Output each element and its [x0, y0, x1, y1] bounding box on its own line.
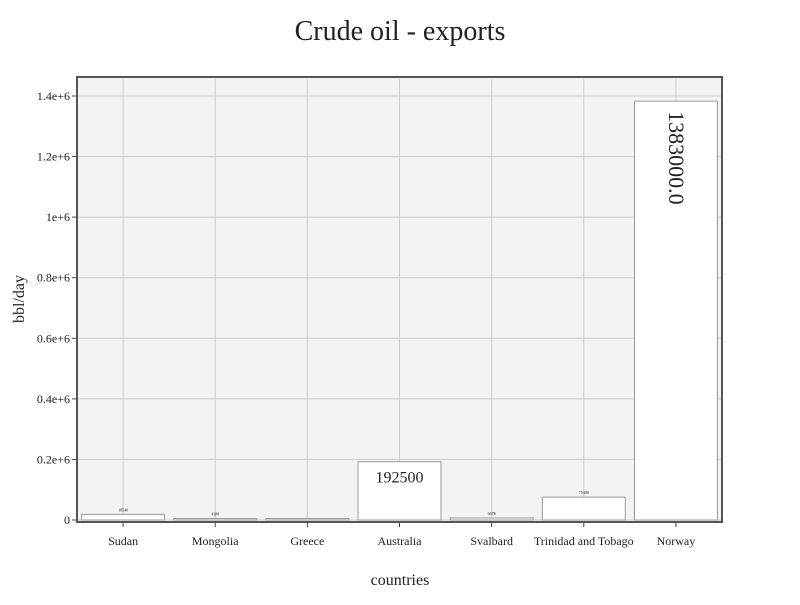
data-label: 18540	[118, 507, 128, 512]
y-tick-label: 0.6e+6	[37, 331, 70, 345]
bar-greece	[265, 518, 350, 521]
y-tick-label: 0	[64, 513, 70, 527]
bar-australia	[357, 461, 442, 521]
y-axis: 0 0.2e+6 0.4e+6 0.6e+6 0.8e+6 1e+6 1.2e+6 1.4e+…	[37, 89, 77, 527]
bars-layer	[81, 100, 718, 521]
y-tick-label: 1e+6	[46, 210, 70, 224]
x-axis: Sudan Mongolia Greece Australia Svalbard Trin…	[108, 522, 695, 548]
bar-trinidad-and-tobago	[541, 496, 626, 521]
x-tick-label: Mongolia	[192, 534, 239, 548]
y-tick-label: 1.4e+6	[37, 89, 70, 103]
x-tick-label: Greece	[290, 534, 324, 548]
data-label: 6678	[488, 511, 496, 516]
x-tick-label: Trinidad and Tobago	[534, 534, 634, 548]
chart-title: Crude oil - exports	[295, 16, 506, 47]
x-axis-label: countries	[371, 572, 430, 589]
data-label: 1383000.0	[664, 111, 689, 205]
y-tick-label: 0.2e+6	[37, 452, 70, 466]
data-label: 75400	[579, 490, 589, 495]
bar-mongolia	[173, 518, 258, 521]
y-tick-label: 0.8e+6	[37, 271, 70, 285]
x-tick-label: Norway	[657, 534, 696, 548]
data-label: 192500	[376, 470, 424, 487]
y-axis-label: bbl/day	[11, 275, 28, 323]
data-labels: 18540 4180 192500 6678 75400 1383000.0	[118, 111, 689, 517]
bar-sudan	[81, 513, 166, 521]
plot-frame	[76, 76, 723, 523]
bar-svalbard	[449, 517, 534, 521]
y-tick-label: 1.2e+6	[37, 150, 70, 164]
x-tick-label: Sudan	[108, 534, 138, 548]
bar-norway	[633, 100, 718, 521]
y-tick-label: 0.4e+6	[37, 392, 70, 406]
x-tick-label: Australia	[378, 534, 423, 548]
x-tick-label: Svalbard	[470, 534, 513, 548]
data-label: 4180	[211, 512, 219, 517]
